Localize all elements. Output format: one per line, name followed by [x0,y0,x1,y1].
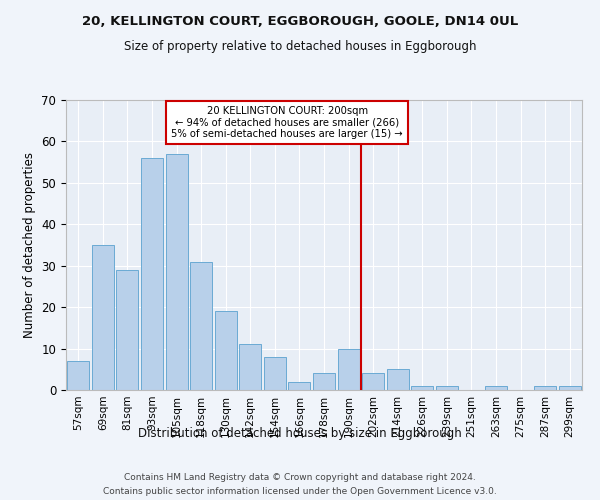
Text: 20, KELLINGTON COURT, EGGBOROUGH, GOOLE, DN14 0UL: 20, KELLINGTON COURT, EGGBOROUGH, GOOLE,… [82,15,518,28]
Bar [559,386,581,390]
Text: Contains HM Land Registry data © Crown copyright and database right 2024.: Contains HM Land Registry data © Crown c… [124,472,476,482]
Bar [534,386,556,390]
Text: Distribution of detached houses by size in Eggborough: Distribution of detached houses by size … [138,428,462,440]
Y-axis label: Number of detached properties: Number of detached properties [23,152,36,338]
Text: Size of property relative to detached houses in Eggborough: Size of property relative to detached ho… [124,40,476,53]
Bar [215,312,237,390]
Bar [436,386,458,390]
Bar [411,386,433,390]
Text: Contains public sector information licensed under the Open Government Licence v3: Contains public sector information licen… [103,488,497,496]
Bar [67,361,89,390]
Text: 20 KELLINGTON COURT: 200sqm
← 94% of detached houses are smaller (266)
5% of sem: 20 KELLINGTON COURT: 200sqm ← 94% of det… [172,106,403,140]
Bar [92,245,114,390]
Bar [116,270,139,390]
Bar [485,386,507,390]
Bar [386,370,409,390]
Bar [141,158,163,390]
Bar [289,382,310,390]
Bar [338,348,359,390]
Bar [264,357,286,390]
Bar [190,262,212,390]
Bar [239,344,262,390]
Bar [313,374,335,390]
Bar [166,154,188,390]
Bar [362,374,384,390]
